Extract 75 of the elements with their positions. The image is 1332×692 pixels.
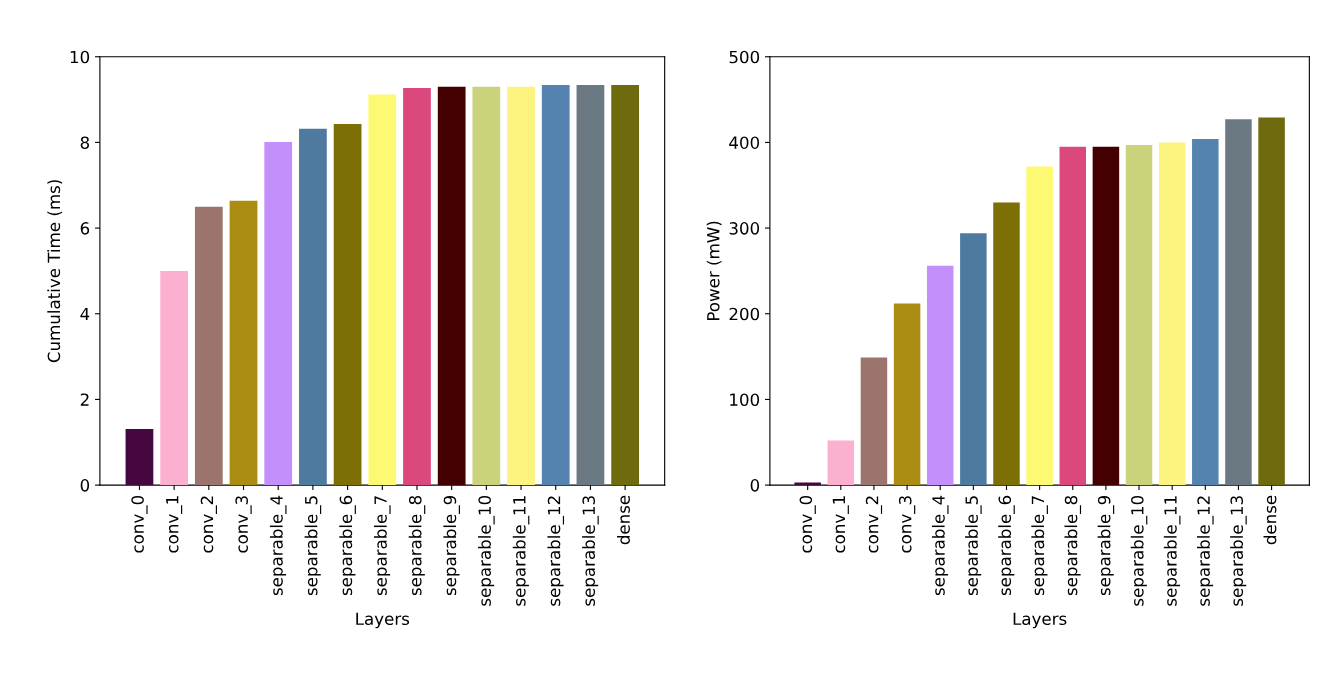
x-tick-label: separable_12	[547, 496, 565, 606]
bar	[160, 270, 189, 486]
x-tick-label: separable_4	[931, 495, 949, 596]
bar	[860, 357, 888, 486]
x-tick-label: separable_4	[269, 495, 287, 596]
x-tick-label: separable_5	[304, 496, 322, 596]
x-tick-label: separable_8	[1064, 495, 1082, 596]
bar	[299, 128, 327, 486]
x-tick-label: separable_11	[512, 496, 530, 606]
y-tick-label: 10	[70, 50, 90, 64]
bar	[993, 202, 1020, 486]
x-tick-label: dense	[1263, 495, 1277, 545]
bar	[194, 206, 223, 486]
x-tick-label: separable_7	[1031, 496, 1048, 596]
bar	[893, 303, 921, 486]
bar	[1092, 146, 1120, 486]
x-axis-title: Layers	[1013, 612, 1067, 629]
bar	[507, 86, 535, 486]
bar	[1225, 119, 1252, 486]
x-tick-label: conv_3	[898, 496, 916, 553]
y-tick-label: 100	[730, 393, 760, 406]
y-tick-label: 300	[729, 222, 760, 235]
x-tick-label: separable_5	[965, 496, 982, 596]
x-tick-label: conv_3	[235, 496, 252, 553]
y-tick-label: 2	[80, 393, 89, 406]
bar	[960, 233, 987, 486]
x-tick-label: conv_1	[832, 496, 849, 553]
x-tick-label: separable_6	[998, 495, 1015, 596]
bar	[1125, 144, 1153, 486]
x-tick-label: conv_2	[865, 496, 883, 553]
bar	[611, 85, 639, 486]
x-tick-label: separable_13	[1230, 496, 1247, 606]
x-tick-label: conv_0	[799, 495, 816, 553]
bar	[1158, 142, 1186, 486]
y-axis-title: Power (mW)	[706, 221, 722, 320]
x-tick-label: separable_8	[408, 495, 426, 596]
x-tick-label: conv_0	[131, 495, 148, 553]
bar	[576, 85, 605, 486]
y-tick-label: 8	[80, 136, 90, 149]
y-tick-label: 4	[80, 307, 90, 321]
x-tick-label: separable_9	[1097, 495, 1115, 596]
x-tick-label: separable_6	[339, 495, 356, 596]
x-tick-label: separable_11	[1163, 496, 1181, 606]
x-tick-label: separable_10	[1130, 495, 1148, 606]
bar	[333, 123, 362, 486]
bar	[1192, 138, 1219, 486]
bar	[827, 440, 855, 486]
bar	[1258, 117, 1285, 486]
bar	[125, 428, 154, 486]
x-tick-label: dense	[617, 495, 630, 545]
y-tick-label: 200	[729, 307, 760, 321]
bar	[926, 265, 954, 486]
bar	[472, 86, 501, 486]
x-tick-label: separable_9	[443, 495, 460, 596]
x-tick-label: conv_2	[200, 496, 217, 553]
bar	[368, 94, 397, 486]
y-tick-label: 0	[750, 479, 760, 492]
y-tick-label: 500	[729, 50, 760, 64]
x-tick-label: separable_10	[478, 495, 495, 606]
y-tick-label: 6	[80, 222, 90, 235]
bar	[264, 141, 293, 486]
bar	[541, 85, 570, 486]
bar	[403, 88, 431, 486]
bar	[1059, 146, 1087, 486]
x-tick-label: separable_7	[373, 496, 391, 596]
y-axis-title: Cumulative Time (ms)	[47, 180, 63, 363]
bar	[437, 86, 466, 486]
bar	[1026, 166, 1053, 486]
x-axis-title: Layers	[356, 612, 410, 629]
x-tick-label: conv_1	[166, 496, 183, 553]
y-tick-label: 0	[80, 479, 90, 492]
bar	[229, 200, 258, 486]
x-tick-label: separable_12	[1197, 496, 1214, 606]
x-tick-label: separable_13	[582, 496, 599, 606]
y-tick-label: 400	[729, 136, 760, 149]
